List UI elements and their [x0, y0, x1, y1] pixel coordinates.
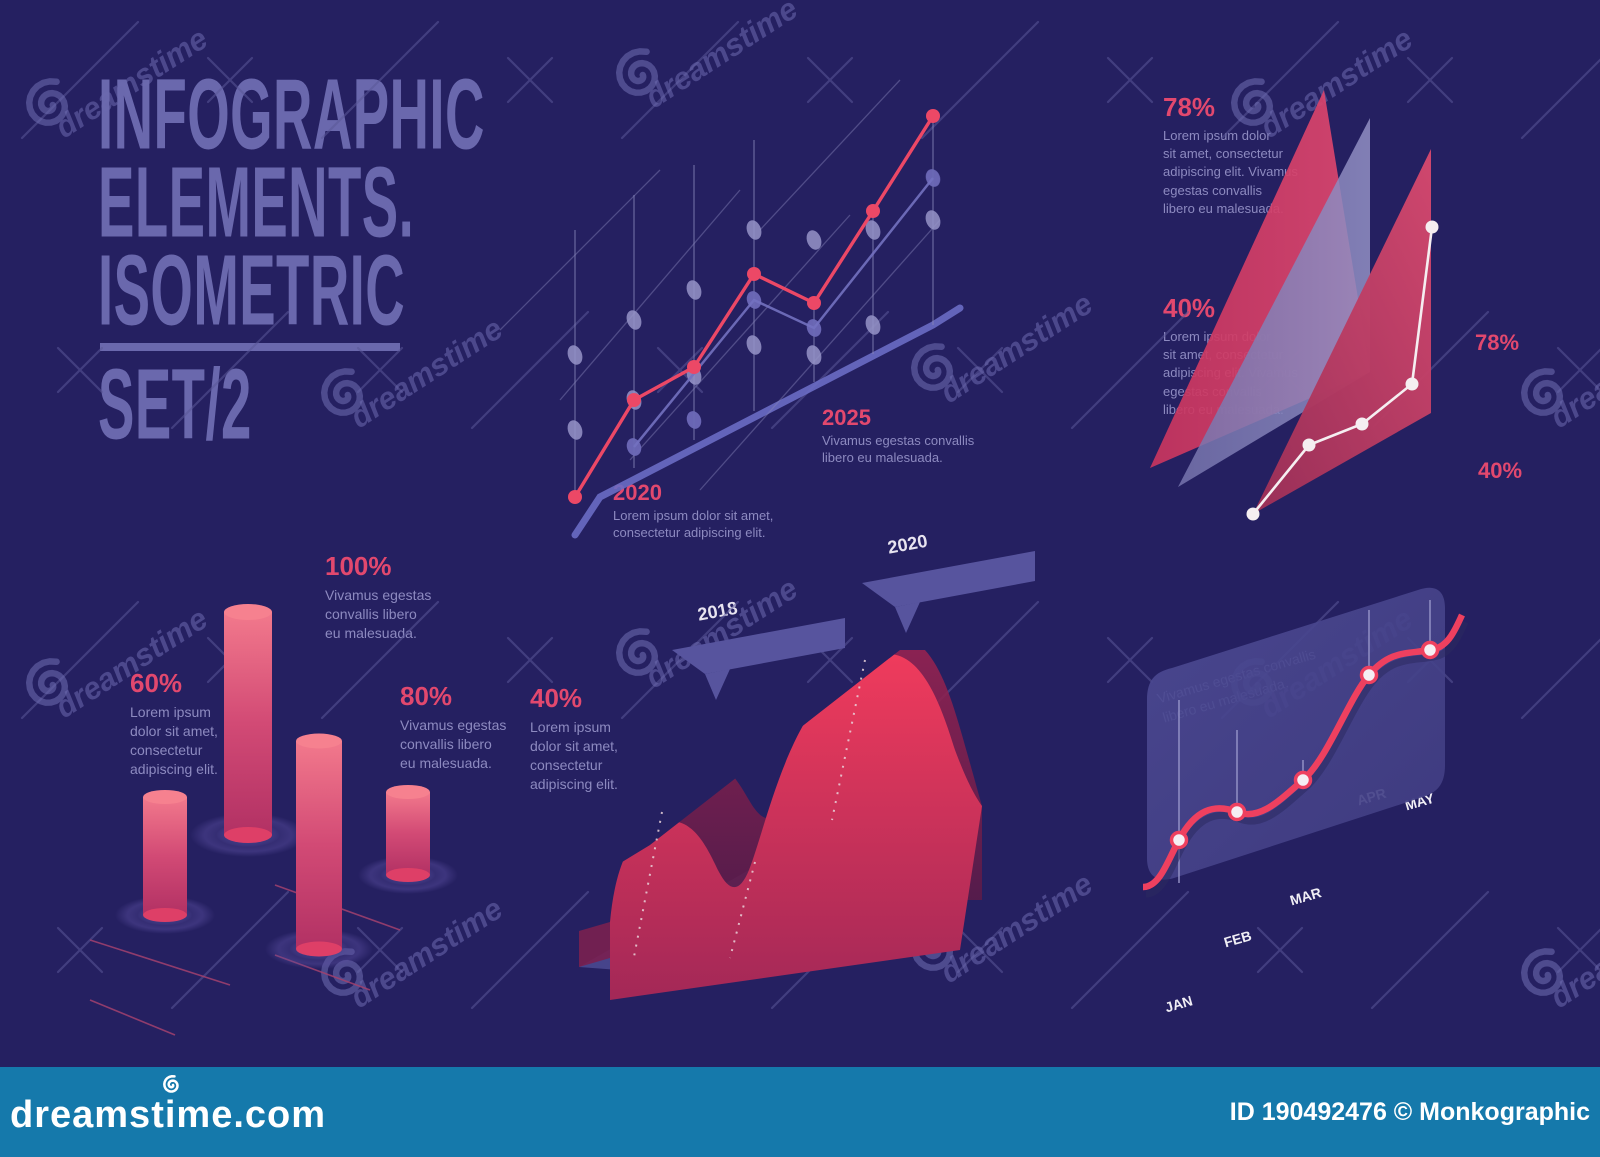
svg-text:dreamstime.com: dreamstime.com — [10, 1094, 326, 1136]
